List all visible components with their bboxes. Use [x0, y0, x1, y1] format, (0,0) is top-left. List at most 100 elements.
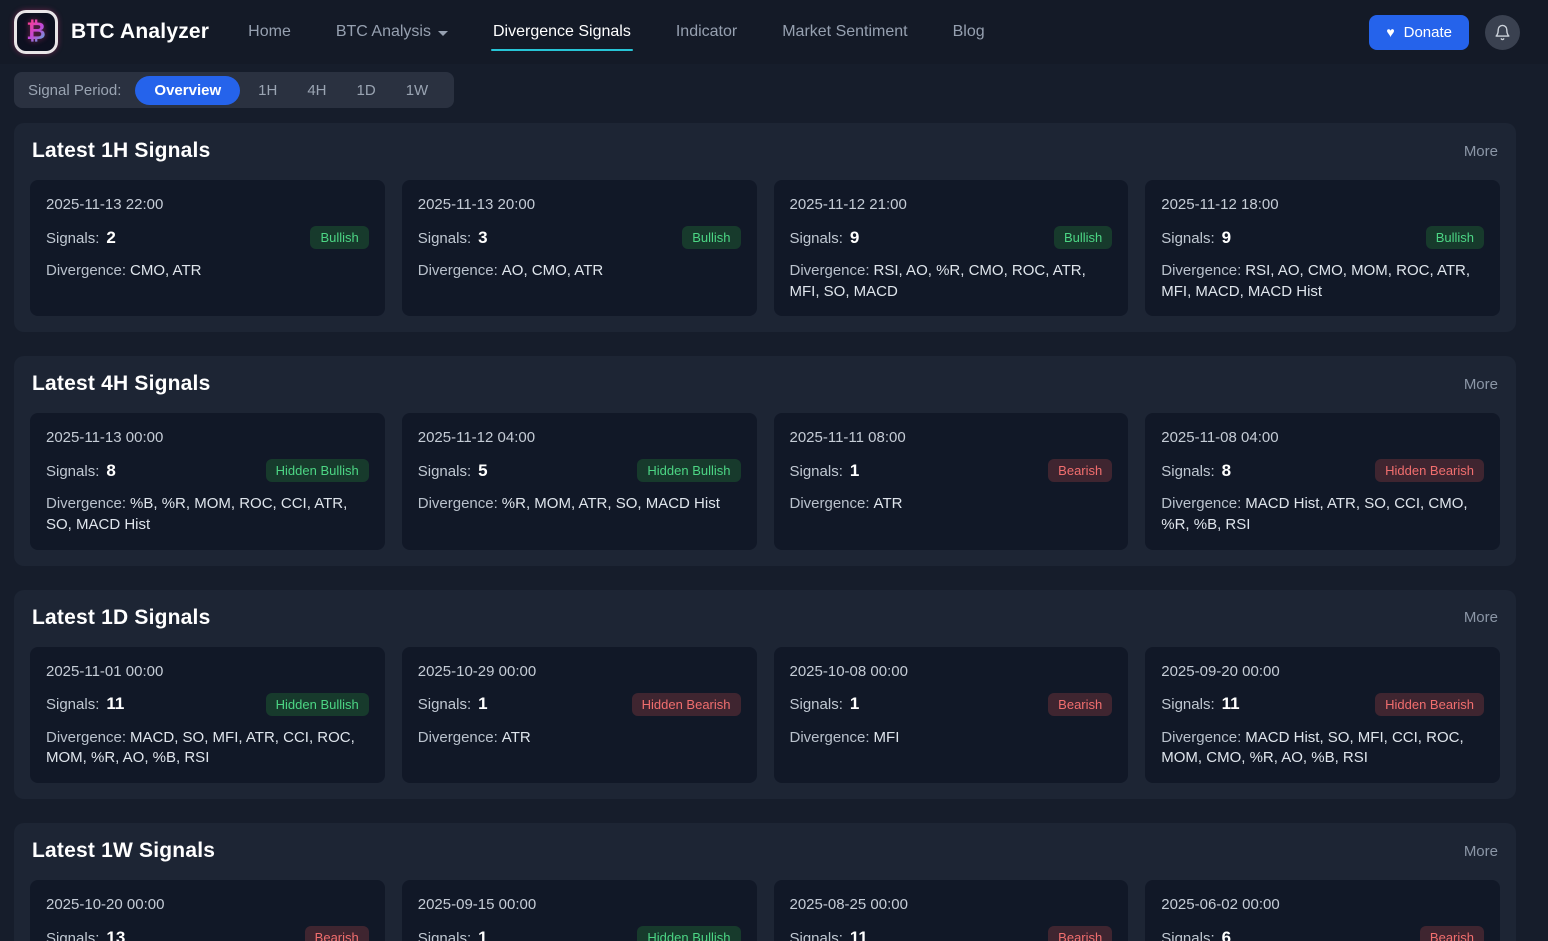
- signal-card[interactable]: 2025-11-12 18:00 Signals: 9 Bullish Diver…: [1145, 180, 1500, 317]
- signal-card[interactable]: 2025-11-12 04:00 Signals: 5 Hidden Bullis…: [401, 413, 757, 550]
- divergence-label: Divergence:: [789, 262, 870, 279]
- divergence-row: Divergence: RSI, AO, %R, CMO, ROC, ATR, M…: [790, 261, 1113, 302]
- period-option-1w[interactable]: 1W: [394, 76, 441, 105]
- signals-count: 9: [849, 227, 860, 247]
- signal-card[interactable]: 2025-11-01 00:00 Signals: 11 Hidden Bulli…: [30, 646, 385, 784]
- signals-count: 11: [1221, 694, 1240, 714]
- divergence-row: Divergence: RSI, AO, CMO, MOM, ROC, ATR, …: [1161, 261, 1484, 302]
- section-title: Latest 1D Signals: [32, 605, 211, 629]
- signals-label: Signals:: [417, 229, 472, 247]
- divergence-values: %B, %R, MOM, ROC, CCI, ATR, SO, MACD His…: [46, 495, 348, 534]
- divergence-label: Divergence:: [1161, 495, 1242, 513]
- signal-datetime: 2025-11-12 21:00: [789, 196, 907, 213]
- divergence-label: Divergence:: [46, 495, 127, 513]
- signals-count: 13: [106, 927, 126, 941]
- signal-badge: Hidden Bearish: [631, 692, 741, 716]
- notifications-button[interactable]: [1485, 14, 1520, 50]
- divergence-label: Divergence:: [417, 262, 498, 279]
- signal-card[interactable]: 2025-11-13 20:00 Signals: 3 Bullish Diver…: [401, 180, 757, 317]
- section-1h-signals: Latest 1H Signals More 2025-11-13 22:00 …: [14, 123, 1516, 333]
- signal-badge: Bearish: [304, 926, 369, 941]
- divergence-row: Divergence: %B, %R, MOM, ROC, CCI, ATR, S…: [46, 494, 369, 535]
- btc-logo-icon[interactable]: [14, 10, 58, 54]
- divergence-values: MACD, SO, MFI, ATR, CCI, ROC, MOM, %R, A…: [46, 728, 355, 767]
- signal-card[interactable]: 2025-11-13 00:00 Signals: 8 Hidden Bullis…: [30, 413, 385, 550]
- more-link[interactable]: More: [1463, 375, 1498, 393]
- signal-card[interactable]: 2025-11-08 04:00 Signals: 8 Hidden Bearis…: [1145, 413, 1500, 550]
- card-grid: 2025-11-01 00:00 Signals: 11 Hidden Bulli…: [30, 646, 1500, 784]
- signals-count-row: Signals: 11: [1161, 694, 1239, 714]
- brand-title: BTC Analyzer: [71, 20, 210, 43]
- more-link[interactable]: More: [1463, 842, 1498, 860]
- signals-count: 8: [106, 460, 116, 480]
- signal-card[interactable]: 2025-08-25 00:00 Signals:11 Bearish Dive…: [773, 880, 1129, 941]
- signals-count-row: Signals: 1: [418, 928, 488, 941]
- signals-count-row: Signals: 3: [418, 228, 488, 248]
- signals-label: Signals:: [789, 229, 843, 247]
- signal-datetime: 2025-10-08 00:00: [789, 662, 908, 680]
- signal-datetime: 2025-11-01 00:00: [46, 662, 164, 680]
- signals-count: 8: [1221, 460, 1232, 480]
- signals-count: 1: [849, 694, 860, 714]
- nav-item-divergence-signals[interactable]: Divergence Signals: [490, 13, 633, 51]
- divergence-label: Divergence:: [46, 262, 127, 279]
- signal-datetime: 2025-11-12 04:00: [417, 429, 536, 447]
- signal-card[interactable]: 2025-11-13 22:00 Signals: 2 Bullish Diver…: [30, 180, 385, 317]
- divergence-label: Divergence:: [1161, 728, 1242, 746]
- nav-item-home[interactable]: Home: [246, 13, 293, 51]
- signal-datetime: 2025-08-25 00:00: [789, 896, 908, 914]
- signal-card[interactable]: 2025-06-02 00:00 Signals:6 Bearish Diver…: [1145, 880, 1500, 941]
- more-link[interactable]: More: [1463, 609, 1498, 627]
- signals-label: Signals:: [789, 696, 843, 714]
- signals-label: Signals:: [1161, 229, 1215, 247]
- signal-card[interactable]: 2025-09-15 00:00 Signals: 1 Hidden Bullis…: [401, 880, 757, 941]
- divergence-label: Divergence:: [789, 495, 870, 513]
- signal-badge: Hidden Bearish: [1375, 459, 1484, 483]
- bell-icon: [1495, 24, 1510, 40]
- signals-count: 2: [106, 227, 116, 247]
- divergence-row: Divergence: MFI: [790, 728, 1113, 749]
- signals-count-row: Signals: 1: [790, 461, 860, 481]
- signal-card[interactable]: 2025-11-11 08:00 Signals: 1 Bearish Diver…: [773, 413, 1129, 550]
- signals-count: 1: [849, 460, 860, 480]
- signals-count-row: Signals: 8: [46, 461, 116, 481]
- period-option-1h[interactable]: 1H: [246, 76, 289, 105]
- signal-datetime: 2025-11-12 18:00: [1161, 196, 1279, 213]
- main-nav: Home BTC Analysis Divergence Signals Ind…: [246, 13, 986, 51]
- signals-count: 11: [106, 694, 125, 714]
- signal-card[interactable]: 2025-10-20 00:00 Signals:13 Bearish Dive…: [30, 880, 385, 941]
- divergence-row: Divergence: ATR: [418, 728, 741, 749]
- period-option-1d[interactable]: 1D: [345, 76, 388, 105]
- signal-card[interactable]: 2025-09-20 00:00 Signals: 11 Hidden Beari…: [1145, 646, 1500, 784]
- signal-datetime: 2025-11-08 04:00: [1161, 429, 1279, 447]
- divergence-label: Divergence:: [417, 728, 498, 746]
- divergence-values: RSI, AO, %R, CMO, ROC, ATR, MFI, SO, MAC…: [789, 262, 1086, 300]
- nav-item-blog[interactable]: Blog: [951, 13, 987, 51]
- section-1w-signals: Latest 1W Signals More 2025-10-20 00:00 …: [14, 823, 1516, 941]
- top-navbar: BTC Analyzer Home BTC Analysis Divergenc…: [0, 0, 1548, 64]
- divergence-values: %R, MOM, ATR, SO, MACD Hist: [501, 495, 720, 513]
- nav-item-indicator[interactable]: Indicator: [674, 13, 739, 51]
- signal-period-label: Signal Period:: [28, 81, 122, 99]
- nav-label: Divergence Signals: [492, 23, 631, 40]
- period-option-overview[interactable]: Overview: [135, 75, 241, 105]
- nav-label: Blog: [952, 23, 985, 40]
- divergence-label: Divergence:: [789, 728, 870, 746]
- donate-button[interactable]: Donate: [1369, 14, 1469, 50]
- nav-item-btc-analysis[interactable]: BTC Analysis: [334, 13, 450, 51]
- more-link[interactable]: More: [1463, 142, 1498, 160]
- nav-item-market-sentiment[interactable]: Market Sentiment: [780, 13, 909, 51]
- signal-badge: Bearish: [1419, 926, 1484, 941]
- signal-card[interactable]: 2025-10-29 00:00 Signals: 1 Hidden Bearis…: [401, 646, 757, 784]
- signal-card[interactable]: 2025-10-08 00:00 Signals: 1 Bearish Diver…: [773, 646, 1129, 784]
- divergence-values: RSI, AO, CMO, MOM, ROC, ATR, MFI, MACD, …: [1161, 262, 1471, 300]
- signal-badge: Hidden Bearish: [1375, 692, 1484, 716]
- section-title: Latest 4H Signals: [32, 372, 211, 396]
- signal-datetime: 2025-10-20 00:00: [46, 896, 165, 914]
- divergence-values: AO, CMO, ATR: [501, 262, 604, 279]
- signal-card[interactable]: 2025-11-12 21:00 Signals: 9 Bullish Diver…: [773, 180, 1129, 317]
- main-content: Latest 1H Signals More 2025-11-13 22:00 …: [14, 123, 1516, 941]
- divergence-values: ATR: [873, 495, 903, 513]
- period-option-4h[interactable]: 4H: [295, 76, 338, 105]
- signals-label: Signals:: [417, 929, 472, 941]
